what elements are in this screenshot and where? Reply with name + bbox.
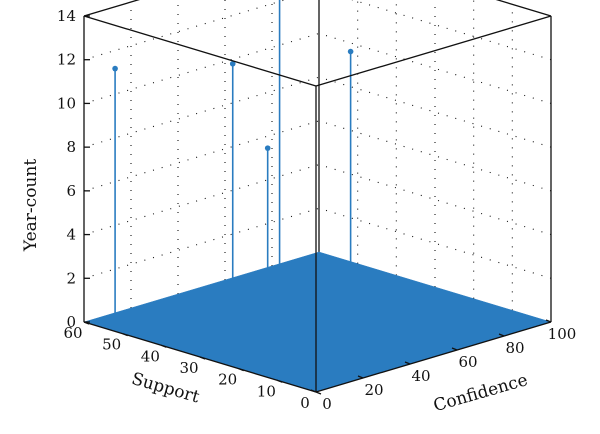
front-frame [83, 15, 552, 395]
x-tick-mark [498, 333, 505, 337]
bottom-edge-right [315, 321, 552, 393]
grid-line [83, 164, 320, 236]
y-tick-mark [238, 368, 244, 372]
y-tick-label: 40 [141, 347, 160, 365]
x-tick-mark [545, 319, 552, 323]
grid-line [83, 76, 320, 148]
grid-line [318, 76, 552, 148]
x-tick-label: 80 [505, 339, 524, 357]
z-tick-label: 10 [57, 94, 76, 112]
z-tick-label: 0 [66, 313, 76, 331]
z-tick-label: 12 [57, 51, 76, 69]
grid-line [83, 120, 320, 192]
z-tick-label: 2 [66, 269, 76, 287]
y-tick-label: 0 [300, 394, 310, 412]
back-top-edge-left [83, 0, 140, 17]
y-tick-mark [315, 391, 322, 395]
grid-lines [83, 0, 552, 311]
y-tick-label: 60 [63, 324, 82, 342]
x-tick-label: 40 [411, 367, 430, 385]
x-tick-mark [310, 389, 317, 393]
grid-line [318, 164, 552, 236]
x-tick-mark [357, 375, 364, 379]
x-tick-label: 0 [322, 395, 332, 413]
top-edge-right [315, 15, 552, 87]
z-tick-label: 8 [66, 138, 76, 156]
stem-marker [229, 60, 236, 67]
y-tick-label: 30 [179, 359, 198, 377]
grid-line [83, 32, 320, 104]
y-tick-label: 20 [218, 371, 237, 389]
stem-marker [112, 65, 118, 72]
y-tick-mark [122, 333, 128, 337]
stems [112, 0, 354, 325]
grid-line [83, 0, 287, 61]
y-tick-label: 10 [257, 382, 276, 400]
x-tick-mark [404, 361, 411, 365]
y-tick-label: 50 [102, 336, 121, 354]
x-tick-label: 20 [364, 381, 383, 399]
z-axis-title: Year-count [21, 159, 41, 252]
y-tick-mark [161, 344, 167, 348]
zero-plane-surface [83, 251, 552, 393]
y-tick-mark [277, 379, 283, 383]
z-tick-label: 14 [57, 7, 76, 25]
y-tick-mark [199, 356, 206, 360]
x-tick-label: 100 [548, 325, 577, 343]
top-edge-left [83, 15, 317, 87]
stem-marker [264, 145, 271, 151]
back-top-edge-right [495, 0, 552, 17]
x-tick-label: 60 [458, 353, 477, 371]
y-tick-mark [83, 321, 90, 325]
grid-line [318, 120, 552, 192]
back-panes [83, 0, 552, 252]
x-tick-mark [451, 347, 458, 351]
z-tick-label: 4 [66, 226, 76, 244]
stem-marker [347, 48, 354, 55]
z-tick-label: 6 [66, 182, 76, 200]
x-axis-title: Confidence [431, 370, 530, 416]
